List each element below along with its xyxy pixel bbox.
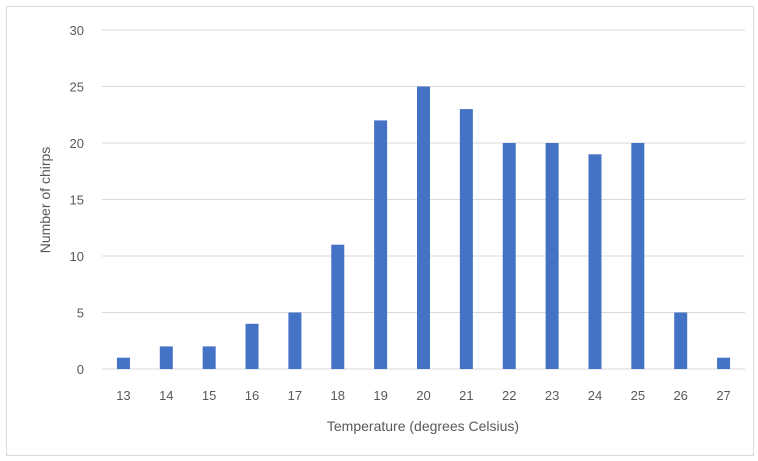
- bar-20: [417, 86, 430, 369]
- y-tick-label: 0: [77, 362, 84, 377]
- x-tick-label: 27: [716, 388, 730, 403]
- x-tick-label: 14: [159, 388, 173, 403]
- bar-24: [588, 154, 602, 369]
- x-tick-label: 16: [245, 388, 259, 403]
- x-tick-label: 17: [288, 388, 302, 403]
- y-tick-label: 25: [70, 80, 84, 95]
- bar-14: [159, 346, 173, 369]
- bar-26: [674, 312, 688, 369]
- bar-25: [631, 143, 645, 369]
- x-axis-title: Temperature (degrees Celsius): [327, 418, 519, 434]
- bar-18: [331, 244, 345, 369]
- x-tick-label: 18: [331, 388, 345, 403]
- x-tick-label: 19: [373, 388, 387, 403]
- bar-16: [245, 323, 259, 369]
- x-tick-label: 15: [202, 388, 216, 403]
- y-tick-label: 15: [70, 193, 84, 208]
- bars: [116, 86, 731, 370]
- x-tick-label: 26: [673, 388, 687, 403]
- x-tick-label: 20: [416, 388, 430, 403]
- x-tick-label: 23: [545, 388, 559, 403]
- x-tick-label: 21: [459, 388, 473, 403]
- x-axis-ticks: 13 14 15 16 17 18 19 20 21 22 23 24 25 26 27: [116, 388, 731, 403]
- y-tick-label: 5: [77, 306, 84, 321]
- bar-23: [545, 143, 559, 369]
- y-tick-label: 20: [70, 136, 84, 151]
- y-axis-title: Number of chirps: [37, 147, 53, 254]
- bar-22: [502, 143, 516, 369]
- bar-27: [717, 357, 731, 369]
- bar-15: [202, 346, 216, 369]
- bar-13: [116, 357, 130, 369]
- x-tick-label: 13: [116, 388, 130, 403]
- x-tick-label: 24: [588, 388, 602, 403]
- y-axis-ticks: 0 5 10 15 20 25 30: [70, 23, 84, 377]
- y-tick-label: 10: [70, 249, 84, 264]
- x-tick-label: 22: [502, 388, 516, 403]
- x-tick-label: 25: [631, 388, 645, 403]
- y-tick-label: 30: [70, 23, 84, 38]
- bar-21: [459, 109, 473, 369]
- bar-17: [288, 312, 302, 369]
- bar-19: [374, 120, 388, 370]
